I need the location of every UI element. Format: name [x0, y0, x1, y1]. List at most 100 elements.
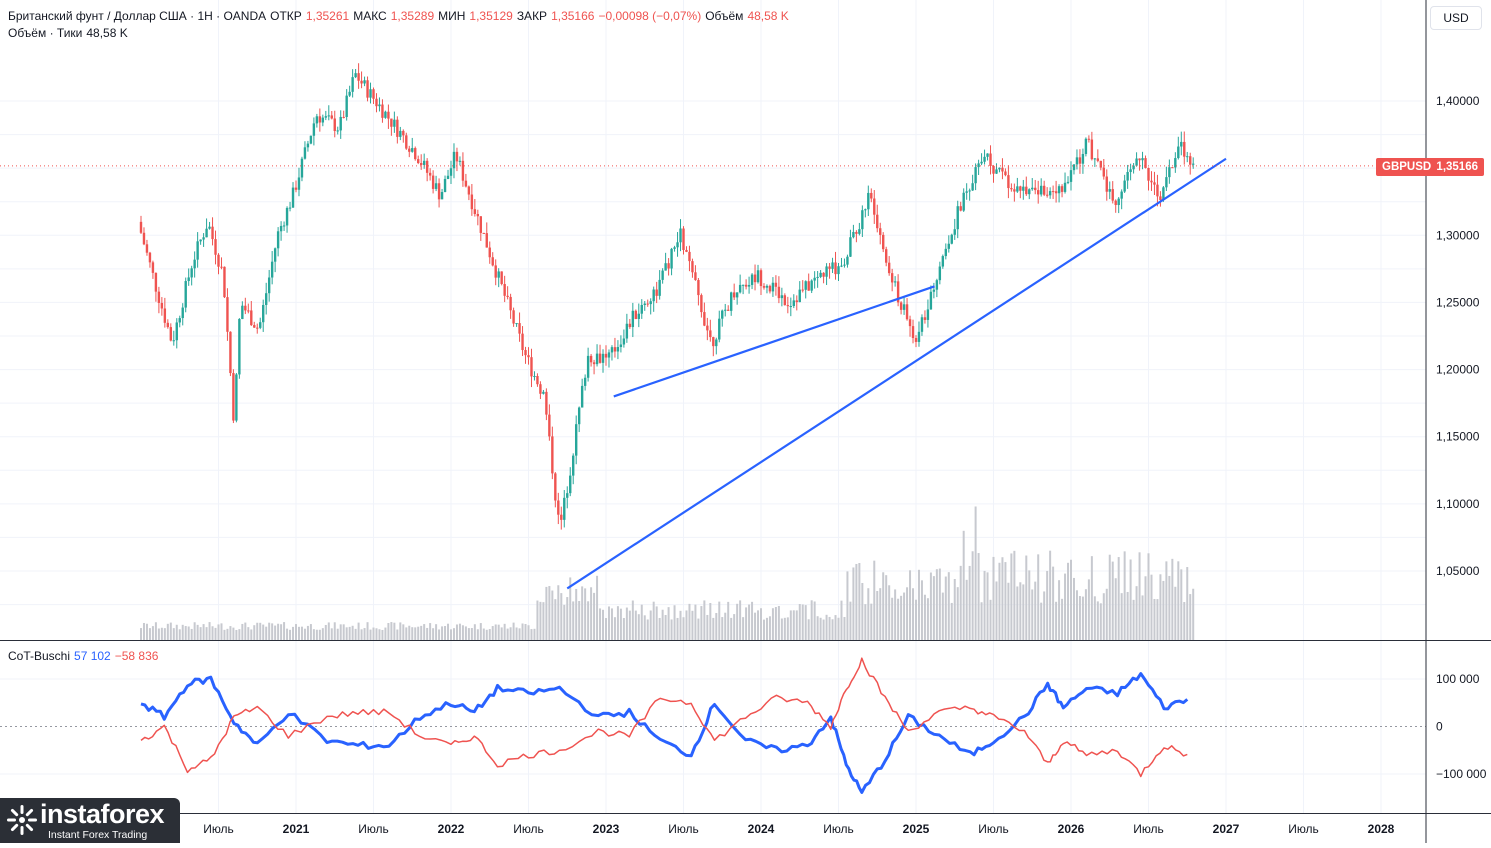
trendlines[interactable] [566, 157, 1227, 590]
candle-body [378, 104, 381, 107]
volume-legend[interactable]: Объём · Тики 48,58 K [8, 26, 132, 40]
candle-body [372, 89, 375, 99]
candle-body [1138, 158, 1141, 161]
candle-body [1007, 175, 1010, 189]
candle-body [694, 272, 697, 281]
candle-body [938, 266, 942, 281]
candle-body [1031, 187, 1034, 190]
volume-bar [1075, 590, 1078, 640]
candle-body [440, 192, 444, 200]
volume-bar [712, 617, 715, 640]
volume-bar [697, 618, 700, 640]
volume-bar [488, 629, 491, 640]
candle-body [464, 180, 468, 187]
volume-bar [330, 628, 333, 640]
volume-legend-item: 48,58 K [86, 26, 128, 40]
volume-bar [435, 624, 438, 640]
candle-body [640, 304, 643, 314]
volume-bar [983, 570, 986, 640]
candle-body [628, 323, 632, 328]
candle-body [276, 231, 280, 249]
volume-bar [184, 626, 187, 640]
candle-body [977, 163, 980, 168]
volume-bar [774, 607, 777, 640]
candle-body [619, 344, 623, 348]
cot-buschi-legend[interactable]: CoT-Buschi 57 102 −58 836 [8, 649, 162, 663]
symbol-legend[interactable]: Британский фунт / Доллар США · 1H · OAND… [8, 9, 793, 23]
candle-body [285, 207, 289, 226]
cot-axis-labels[interactable]: 100 000 0 −100 000 [1436, 672, 1487, 781]
volume-bar [309, 624, 312, 640]
volume-bar [348, 626, 351, 640]
candle-body [1013, 189, 1016, 192]
candle-body [1054, 191, 1058, 194]
volume-bar [363, 628, 366, 640]
price-axis-labels[interactable]: 1,400001,350001,300001,250001,200001,150… [1436, 94, 1480, 578]
volume-bar [664, 615, 667, 640]
candle-body [670, 248, 673, 269]
candle-body [920, 317, 924, 332]
candle-body [616, 347, 620, 352]
volume-bar [706, 614, 709, 640]
currency-button[interactable]: USD [1430, 6, 1482, 30]
volume-bar [977, 553, 980, 640]
volume-bar [295, 624, 297, 640]
candle-body [1069, 170, 1073, 182]
volume-bar [196, 624, 199, 640]
candle-body [402, 130, 405, 136]
volume-bar [649, 610, 652, 640]
volume-bar [894, 589, 897, 640]
candle-body [855, 231, 858, 234]
candle-body [1045, 194, 1049, 196]
volume-bar [1093, 596, 1096, 640]
candle-body [929, 291, 933, 310]
volume-bar [172, 628, 175, 640]
volume-bar [1031, 589, 1034, 640]
volume-bar [1081, 596, 1084, 640]
candle-body [1135, 158, 1138, 166]
volume-bar [292, 626, 295, 640]
candle-body [205, 228, 208, 238]
candle-body [390, 118, 393, 127]
candle-body [458, 160, 462, 162]
volume-bar [867, 588, 870, 640]
candle-body [178, 318, 181, 323]
candle-body [577, 407, 581, 425]
time-tick-label: Июль [1288, 822, 1319, 836]
candle-body [339, 116, 342, 131]
volume-bar [789, 610, 792, 640]
candle-body [959, 206, 962, 211]
volume-bar [676, 617, 679, 640]
time-tick-label: Июль [823, 822, 854, 836]
instaforex-logo[interactable]: instaforex Instant Forex Trading [0, 798, 180, 843]
volume-bar [190, 628, 193, 640]
candle-body [1180, 141, 1183, 147]
volume-bar [992, 556, 995, 640]
volume-bar [768, 616, 771, 640]
candle-body [601, 353, 605, 363]
volume-bar [691, 610, 694, 640]
volume-bar [855, 563, 858, 640]
volume-bar [351, 625, 354, 640]
volume-bar [214, 627, 217, 640]
candle-body [688, 251, 691, 262]
volume-bar [965, 579, 968, 640]
volume-bar [980, 602, 983, 640]
candle-body [1108, 189, 1111, 192]
volume-bar [1004, 562, 1007, 640]
volume-bar [780, 618, 783, 640]
candle-body [890, 273, 894, 283]
candle-body [631, 310, 635, 328]
time-axis-labels[interactable]: Июль 2021 Июль 2022 Июль 2023 Июль 2024 Июль 2025… [203, 822, 1394, 836]
candle-body [1034, 187, 1037, 191]
volume-bar [423, 624, 426, 640]
volume-bar [1061, 598, 1064, 640]
candle-body [882, 234, 885, 250]
volume-bar [876, 591, 879, 640]
candle-body [509, 296, 512, 311]
volume-bar [500, 627, 503, 640]
candle-body [518, 323, 521, 334]
candle-body [613, 347, 617, 352]
